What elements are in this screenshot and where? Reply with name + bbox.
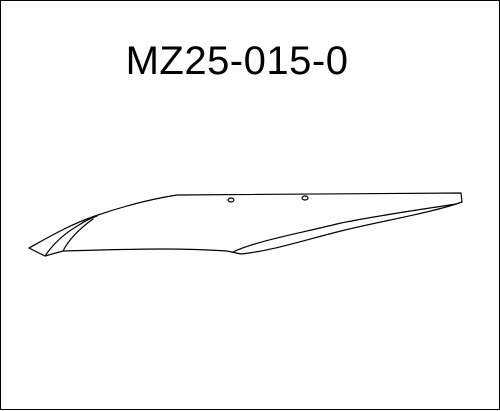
- mounting-hole-front: [227, 197, 235, 203]
- part-inner-fold: [232, 203, 457, 253]
- part-number-label: MZ25-015-0: [125, 39, 349, 83]
- part-upper-edge: [28, 192, 463, 249]
- mounting-hole-rear: [301, 195, 309, 201]
- part-nose-curve: [44, 215, 98, 257]
- part-nose-crease: [62, 218, 94, 252]
- part-lower-edge: [28, 201, 463, 257]
